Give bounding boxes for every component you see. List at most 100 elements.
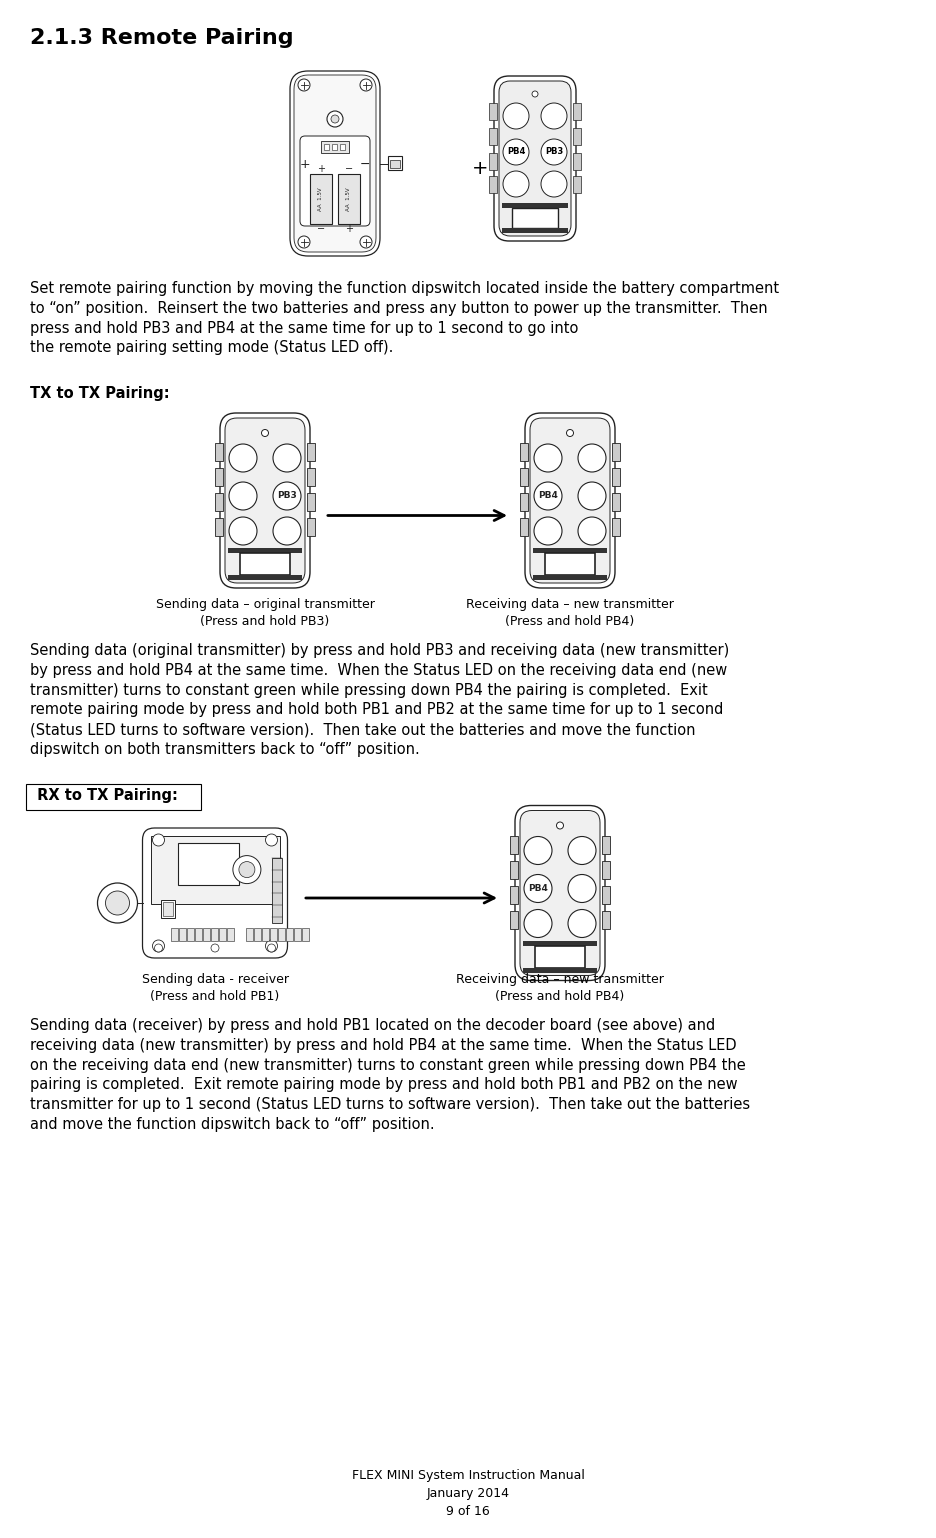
- Bar: [573, 175, 581, 192]
- Bar: [254, 927, 260, 941]
- Text: PB3: PB3: [277, 492, 297, 500]
- Bar: [535, 946, 585, 967]
- FancyBboxPatch shape: [530, 418, 610, 583]
- Circle shape: [273, 481, 301, 511]
- Circle shape: [503, 138, 529, 165]
- Bar: [489, 128, 497, 145]
- Bar: [573, 152, 581, 171]
- Circle shape: [268, 944, 275, 952]
- Text: RX to TX Pairing:: RX to TX Pairing:: [32, 787, 178, 803]
- Bar: [612, 518, 620, 537]
- FancyBboxPatch shape: [525, 414, 615, 588]
- Circle shape: [298, 235, 310, 248]
- Bar: [294, 927, 300, 941]
- Circle shape: [568, 875, 596, 903]
- Bar: [241, 554, 290, 575]
- Text: +: +: [300, 157, 311, 171]
- Circle shape: [233, 855, 261, 884]
- FancyBboxPatch shape: [225, 418, 305, 583]
- Bar: [612, 494, 620, 511]
- FancyBboxPatch shape: [294, 75, 376, 252]
- Circle shape: [534, 517, 562, 544]
- Bar: [270, 927, 276, 941]
- Text: PB4: PB4: [506, 148, 525, 157]
- Bar: [520, 468, 528, 486]
- Bar: [338, 174, 360, 225]
- Bar: [510, 835, 518, 854]
- Bar: [602, 835, 610, 854]
- Bar: [215, 518, 223, 537]
- Circle shape: [578, 481, 606, 511]
- Circle shape: [153, 940, 165, 952]
- Bar: [307, 468, 315, 486]
- Bar: [533, 575, 607, 580]
- Circle shape: [106, 891, 129, 915]
- Text: FLEX MINI System Instruction Manual
January 2014
9 of 16: FLEX MINI System Instruction Manual Janu…: [352, 1469, 584, 1518]
- Bar: [215, 443, 223, 461]
- Text: TX to TX Pairing:: TX to TX Pairing:: [30, 386, 169, 401]
- Circle shape: [534, 481, 562, 511]
- Circle shape: [298, 78, 310, 91]
- Text: AA  1.5V: AA 1.5V: [318, 188, 324, 211]
- Circle shape: [541, 171, 567, 197]
- Circle shape: [331, 115, 339, 123]
- Circle shape: [534, 444, 562, 472]
- FancyBboxPatch shape: [515, 806, 605, 981]
- Circle shape: [239, 861, 255, 878]
- Bar: [195, 927, 201, 941]
- Bar: [170, 927, 178, 941]
- Text: Sending data (receiver) by press and hold PB1 located on the decoder board (see : Sending data (receiver) by press and hol…: [30, 1018, 750, 1132]
- Bar: [261, 927, 269, 941]
- Bar: [151, 837, 280, 904]
- Circle shape: [273, 517, 301, 544]
- Circle shape: [97, 883, 138, 923]
- Bar: [502, 228, 568, 232]
- Circle shape: [266, 834, 277, 846]
- FancyBboxPatch shape: [300, 135, 370, 226]
- Bar: [523, 941, 597, 946]
- Bar: [520, 494, 528, 511]
- Bar: [301, 927, 309, 941]
- Bar: [26, 784, 201, 811]
- Text: −: −: [345, 165, 353, 174]
- Bar: [218, 927, 226, 941]
- Bar: [489, 152, 497, 171]
- Bar: [160, 900, 174, 918]
- Text: Set remote pairing function by moving the function dipswitch located inside the : Set remote pairing function by moving th…: [30, 281, 779, 355]
- Bar: [510, 910, 518, 929]
- Bar: [179, 927, 185, 941]
- FancyBboxPatch shape: [499, 82, 571, 235]
- Bar: [523, 967, 597, 972]
- Bar: [227, 927, 233, 941]
- Circle shape: [360, 78, 372, 91]
- FancyBboxPatch shape: [290, 71, 380, 255]
- Bar: [228, 548, 302, 554]
- Circle shape: [541, 138, 567, 165]
- Bar: [533, 548, 607, 554]
- Bar: [510, 886, 518, 903]
- Bar: [186, 927, 194, 941]
- FancyBboxPatch shape: [220, 414, 310, 588]
- Bar: [310, 174, 332, 225]
- Bar: [510, 860, 518, 878]
- Text: PB3: PB3: [545, 148, 563, 157]
- Bar: [285, 927, 293, 941]
- Bar: [271, 858, 282, 923]
- Circle shape: [532, 91, 538, 97]
- Bar: [390, 160, 400, 168]
- Bar: [546, 554, 594, 575]
- Bar: [602, 860, 610, 878]
- Text: AA  1.5V: AA 1.5V: [346, 188, 352, 211]
- Text: +: +: [472, 158, 489, 178]
- Text: +: +: [345, 225, 353, 234]
- Circle shape: [568, 837, 596, 864]
- Text: −: −: [317, 225, 325, 234]
- Bar: [215, 494, 223, 511]
- Bar: [489, 175, 497, 192]
- Bar: [573, 128, 581, 145]
- Circle shape: [154, 944, 163, 952]
- Bar: [520, 518, 528, 537]
- Bar: [163, 901, 172, 915]
- Bar: [245, 927, 253, 941]
- Text: −: −: [359, 157, 371, 171]
